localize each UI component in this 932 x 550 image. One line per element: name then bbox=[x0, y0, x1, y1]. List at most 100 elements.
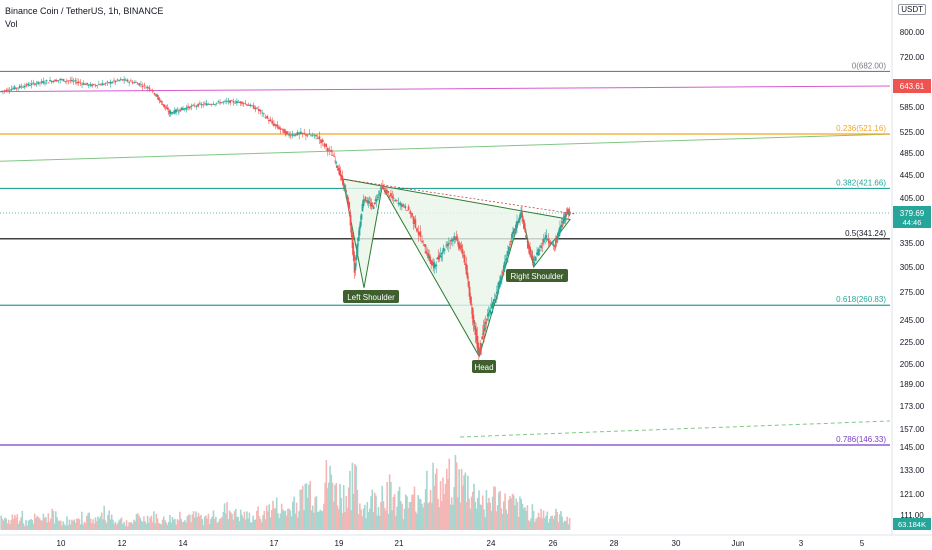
volume-bar bbox=[95, 521, 98, 530]
volume-bar bbox=[27, 520, 30, 530]
volume-bar bbox=[336, 505, 339, 530]
volume-bar bbox=[381, 485, 384, 530]
candle-body bbox=[183, 108, 186, 110]
volume-bar bbox=[412, 494, 415, 530]
volume-badge bbox=[893, 518, 931, 530]
candle-body bbox=[395, 199, 398, 201]
candle-body bbox=[547, 238, 550, 242]
candle-body bbox=[471, 307, 474, 319]
volume-bar bbox=[263, 510, 266, 530]
candle-body bbox=[537, 249, 540, 256]
candle-body bbox=[150, 89, 152, 91]
volume-bar bbox=[458, 469, 460, 530]
volume-bar bbox=[476, 497, 479, 530]
volume-bar bbox=[548, 518, 551, 530]
volume-bar bbox=[42, 513, 45, 530]
volume-bar bbox=[176, 519, 179, 530]
volume-bar bbox=[445, 468, 448, 530]
candle-body bbox=[330, 150, 333, 152]
volume-bar bbox=[192, 511, 195, 530]
volume-bar bbox=[555, 508, 557, 530]
volume-bar bbox=[4, 517, 6, 530]
candle-body bbox=[128, 81, 131, 83]
volume-bar bbox=[326, 488, 329, 530]
candle-body bbox=[210, 104, 213, 106]
candle-body bbox=[301, 132, 304, 134]
volume-bar bbox=[383, 507, 386, 530]
candle-body bbox=[126, 79, 129, 82]
volume-bar bbox=[295, 502, 298, 530]
price-tick-label: 445.00 bbox=[900, 171, 925, 180]
candle-body bbox=[179, 109, 182, 112]
candle-body bbox=[81, 83, 83, 85]
candle-body bbox=[111, 82, 114, 84]
candle-body bbox=[64, 81, 67, 82]
candle-body bbox=[244, 102, 247, 104]
chart-title: Binance Coin / TetherUS, 1h, BINANCE bbox=[5, 6, 164, 16]
volume-bar bbox=[400, 501, 402, 530]
volume-bar bbox=[414, 511, 417, 530]
candle-body bbox=[442, 247, 445, 252]
candle-body bbox=[451, 238, 454, 242]
volume-bar bbox=[542, 510, 545, 530]
candle-body bbox=[523, 225, 526, 227]
candle-body bbox=[55, 80, 58, 82]
volume-bar bbox=[128, 522, 130, 530]
candle-body bbox=[114, 80, 117, 83]
candle-body bbox=[511, 233, 513, 239]
volume-bar bbox=[329, 465, 331, 530]
candle-body bbox=[512, 231, 514, 235]
volume-bar bbox=[195, 511, 197, 530]
price-tick-label: 189.00 bbox=[900, 380, 925, 389]
candle-body bbox=[281, 128, 284, 130]
candle-body bbox=[315, 135, 317, 137]
fib-label-0.618: 0.618(260.83) bbox=[836, 295, 886, 304]
candle-body bbox=[0, 91, 3, 92]
volume-bar bbox=[439, 481, 442, 530]
candle-body bbox=[305, 133, 307, 136]
volume-bar bbox=[23, 526, 26, 530]
volume-bar bbox=[321, 511, 324, 530]
candle-body bbox=[306, 135, 309, 137]
head-shoulders-pattern bbox=[342, 178, 577, 358]
candle-body bbox=[545, 234, 548, 239]
candle-body bbox=[384, 189, 387, 192]
candle-body bbox=[533, 261, 536, 266]
candle-body bbox=[188, 106, 191, 109]
volume-bar bbox=[437, 498, 439, 530]
candle-body bbox=[192, 104, 195, 106]
volume-bar bbox=[205, 515, 207, 530]
candle-body bbox=[256, 107, 259, 109]
volume-bar bbox=[309, 480, 312, 530]
candle-body bbox=[430, 260, 433, 264]
volume-bar bbox=[57, 520, 60, 530]
volume-bar bbox=[139, 517, 141, 530]
volume-bar bbox=[480, 504, 483, 530]
volume-bar bbox=[428, 502, 431, 530]
volume-bar bbox=[324, 482, 326, 530]
volume-bar bbox=[479, 504, 482, 530]
candle-body bbox=[529, 250, 532, 253]
candle-body bbox=[234, 102, 237, 104]
volume-bar bbox=[221, 516, 223, 530]
candle-body bbox=[407, 206, 410, 210]
volume-bar bbox=[0, 515, 2, 530]
candle-body bbox=[501, 271, 504, 275]
volume-bar bbox=[547, 522, 550, 530]
volume-bar bbox=[375, 495, 377, 530]
candle-body bbox=[362, 199, 365, 206]
candle-body bbox=[274, 124, 277, 126]
volume-bar bbox=[187, 514, 190, 530]
price-tick-label: 245.00 bbox=[900, 316, 925, 325]
candle-body bbox=[536, 252, 538, 255]
candle-body bbox=[350, 232, 353, 237]
volume-bar bbox=[498, 492, 500, 530]
currency-badge[interactable]: USDT bbox=[898, 4, 926, 15]
volume-bar bbox=[194, 517, 196, 530]
candle-body bbox=[17, 87, 19, 89]
volume-bar bbox=[398, 486, 401, 530]
candle-body bbox=[254, 107, 257, 110]
volume-bar bbox=[140, 520, 143, 530]
volume-bar bbox=[457, 497, 459, 530]
